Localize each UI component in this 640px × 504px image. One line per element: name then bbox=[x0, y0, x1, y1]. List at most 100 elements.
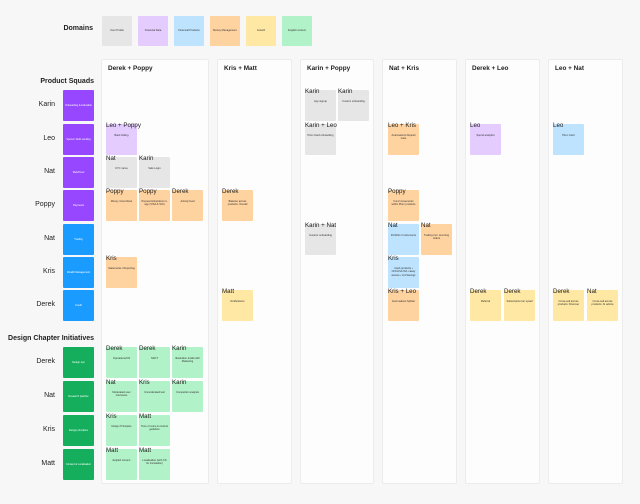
card-text: Fund movements within Plum products bbox=[391, 200, 416, 207]
card-owner: Derek bbox=[553, 288, 570, 295]
card-text: Balance across products: Overall bbox=[227, 200, 248, 207]
sticky-card[interactable]: Karin Safe Login bbox=[139, 155, 170, 188]
sticky-card[interactable]: Leo Spend analytics bbox=[470, 122, 501, 155]
sticky-card[interactable]: Derek SDCT bbox=[139, 345, 170, 378]
domains-label: Domains bbox=[63, 25, 93, 32]
card-text: Statements / Reporting bbox=[108, 267, 135, 270]
chapter-person-label: Kris bbox=[42, 426, 55, 433]
domain-chip[interactable]: Growth bbox=[246, 16, 276, 46]
column-title: Nat + Kris bbox=[389, 65, 420, 72]
card-owner: Leo bbox=[553, 122, 564, 129]
card-text: Competitor analysis bbox=[176, 391, 199, 394]
card-owner: Karin bbox=[305, 88, 320, 95]
sticky-card[interactable]: Nat Moderated user interviews bbox=[106, 379, 137, 412]
sticky-card[interactable]: Karin Competitor analysis bbox=[172, 379, 203, 412]
card-text: Moderated user interviews bbox=[112, 391, 131, 398]
sticky-card[interactable]: Derek Subscription tier upsell bbox=[504, 288, 535, 321]
squad-chip[interactable]: Onboarding & Activation bbox=[63, 90, 94, 121]
card-owner: Nat bbox=[106, 379, 116, 386]
chapter-chip[interactable]: Design ops bbox=[63, 347, 94, 378]
sticky-card[interactable]: Matt English content bbox=[106, 447, 137, 480]
squad-chip[interactable]: Payments bbox=[63, 190, 94, 221]
card-text: Plum Card bbox=[562, 134, 575, 137]
squad-person-label: Derek bbox=[36, 301, 55, 308]
squad-person-label: Nat bbox=[44, 168, 55, 175]
sticky-card[interactable]: Karin + Leo Plum Card onboarding bbox=[305, 122, 337, 155]
card-text: Investor onboarding bbox=[309, 234, 332, 237]
chapter-person-label: Matt bbox=[41, 460, 55, 467]
sticky-card[interactable]: Matt Localisation (with CS for translatio… bbox=[139, 447, 170, 480]
sticky-card[interactable]: Poppy Fund movements within Plum products bbox=[388, 188, 419, 221]
sticky-card[interactable]: Leo Plum Card bbox=[553, 122, 584, 155]
sticky-card[interactable]: Kris Cash products • CIO/LISA ISA • Easy … bbox=[388, 255, 419, 288]
card-text: Cross-sell across products: AI advice bbox=[591, 300, 614, 307]
pair-column: Kris + Matt bbox=[217, 59, 292, 484]
sticky-card[interactable]: Poppy Payments/transfers in-app (VISA & S… bbox=[139, 188, 170, 221]
sticky-card[interactable]: Karin Custom onboarding bbox=[338, 88, 369, 121]
card-owner: Nat bbox=[388, 222, 398, 229]
sticky-card[interactable]: Nat Trading Incl. recurring orders bbox=[421, 222, 452, 255]
sticky-card[interactable]: Nat Portfolio / Instruments bbox=[388, 222, 419, 255]
sticky-card[interactable]: Karin + Nat Investor onboarding bbox=[305, 222, 336, 255]
card-owner: Matt bbox=[106, 447, 119, 454]
sticky-card[interactable]: Leo + Poppy Bank linking bbox=[106, 122, 141, 155]
sticky-card[interactable]: Kris Design Principles bbox=[106, 413, 137, 446]
squad-person-label: Karin bbox=[38, 101, 55, 108]
sticky-card[interactable]: Kris + Leo Automations Splitter bbox=[388, 288, 419, 321]
squad-chip[interactable]: Wealth Management bbox=[63, 257, 94, 288]
sticky-card[interactable]: Leo + Kris Automations Deposit rules bbox=[388, 122, 419, 155]
card-owner: Nat bbox=[421, 222, 431, 229]
card-owner: Leo + Kris bbox=[388, 122, 417, 129]
sticky-card[interactable]: Nat KYC name bbox=[106, 155, 137, 188]
chapter-chip[interactable]: Content & Localisation bbox=[63, 449, 94, 480]
card-text: Cross-sell across products: Discover bbox=[557, 300, 580, 307]
sticky-card[interactable]: Karin App signup bbox=[305, 88, 336, 121]
domain-chip[interactable]: Financial Data bbox=[138, 16, 168, 46]
sticky-card[interactable]: Matt Tone of voice & content guideline bbox=[139, 413, 170, 446]
domain-chip[interactable]: English content bbox=[282, 16, 312, 46]
sticky-card[interactable]: Derek Referral bbox=[470, 288, 501, 321]
card-text: Payments/transfers in-app (VISA & SOI) bbox=[141, 200, 168, 207]
card-text: Safe Login bbox=[148, 167, 161, 170]
card-text: App signup bbox=[314, 100, 327, 103]
squad-chip[interactable]: Web/Crew bbox=[63, 157, 94, 188]
card-text: Activity feed bbox=[180, 200, 195, 203]
card-text: Automations Splitter bbox=[391, 300, 416, 303]
card-text: KYC name bbox=[115, 167, 128, 170]
sticky-card[interactable]: Derek Activity feed bbox=[172, 188, 203, 221]
card-text: Custom onboarding bbox=[342, 100, 365, 103]
chapter-person-label: Derek bbox=[36, 358, 55, 365]
card-owner: Karin + Leo bbox=[305, 122, 337, 129]
card-owner: Poppy bbox=[139, 188, 157, 195]
card-owner: Nat bbox=[106, 155, 116, 162]
card-owner: Derek bbox=[106, 345, 123, 352]
card-text: Illustration toolkit with Marketing bbox=[175, 357, 200, 364]
column-title: Karin + Poppy bbox=[307, 65, 351, 72]
sticky-card[interactable]: Karin Illustration toolkit with Marketing bbox=[172, 345, 203, 378]
sticky-card[interactable]: Derek Operations/OS bbox=[106, 345, 137, 378]
card-owner: Matt bbox=[139, 447, 152, 454]
squad-chip[interactable]: Credit bbox=[63, 290, 94, 321]
product-squads-title: Product Squads bbox=[40, 78, 94, 85]
card-text: Operations/OS bbox=[112, 357, 131, 360]
sticky-card[interactable]: Derek Cross-sell across products: Discove… bbox=[553, 288, 584, 321]
sticky-card[interactable]: Matt Notifications bbox=[222, 288, 253, 321]
sticky-card[interactable]: Poppy Money in/out flows bbox=[106, 188, 137, 221]
sticky-card[interactable]: Kris Unmoderated test bbox=[139, 379, 170, 412]
chapter-chip[interactable]: Design principles bbox=[63, 415, 94, 446]
sticky-card[interactable]: Nat Cross-sell across products: AI advice bbox=[587, 288, 618, 321]
domain-chip[interactable]: Financial Products bbox=[174, 16, 204, 46]
domain-chip[interactable]: Money Management bbox=[210, 16, 240, 46]
card-owner: Poppy bbox=[388, 188, 406, 195]
sticky-card[interactable]: Kris Statements / Reporting bbox=[106, 255, 137, 288]
chapter-person-label: Nat bbox=[44, 392, 55, 399]
chapter-chip[interactable]: Research practice bbox=[63, 381, 94, 412]
column-title: Kris + Matt bbox=[224, 65, 257, 72]
card-text: Tone of voice & content guideline bbox=[141, 425, 168, 432]
card-owner: Derek bbox=[172, 188, 189, 195]
domain-chip[interactable]: User Profile bbox=[102, 16, 132, 46]
squad-chip[interactable]: Spend / Debt Lending bbox=[63, 124, 94, 155]
card-text: Cash products • CIO/LISA ISA • Easy acce… bbox=[391, 267, 416, 277]
sticky-card[interactable]: Derek Balance across products: Overall bbox=[222, 188, 253, 221]
squad-chip[interactable]: Trading bbox=[63, 224, 94, 255]
